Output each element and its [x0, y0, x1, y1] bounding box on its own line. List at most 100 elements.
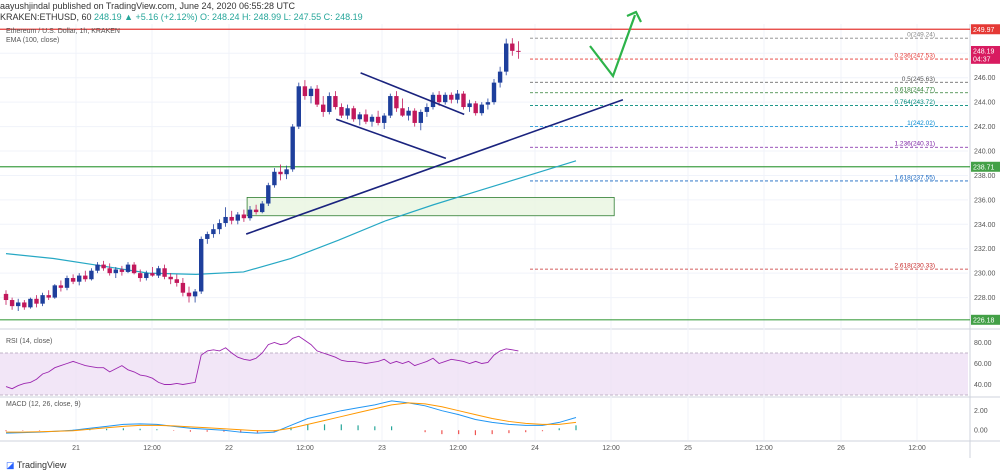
- candle-body: [156, 268, 161, 276]
- candle-body: [162, 268, 167, 277]
- candle-body: [388, 96, 393, 116]
- time-tick-label: 23: [378, 445, 386, 452]
- candle-body: [70, 278, 76, 282]
- candle-body: [296, 86, 301, 127]
- price-tick-label: 228.00: [974, 295, 996, 302]
- tradingview-logo[interactable]: ◪ TradingView: [6, 460, 66, 471]
- price-tick-label: 238.00: [974, 173, 996, 180]
- price-axis-badge-label: 04:37: [973, 56, 991, 63]
- candle-body: [473, 103, 478, 114]
- candle-body: [406, 110, 411, 116]
- candle-body: [235, 214, 240, 221]
- fib-level-label: 1(242.02): [907, 120, 935, 127]
- fib-level-label: 0.618(244.77): [895, 86, 935, 93]
- price-axis-badge-label: 238.71: [973, 164, 995, 171]
- candle-body: [400, 108, 405, 116]
- candle-body: [430, 94, 436, 108]
- candle-body: [327, 96, 332, 112]
- candle-body: [205, 234, 210, 239]
- macd-tick-label: 0.00: [974, 428, 988, 435]
- candle-body: [345, 108, 350, 116]
- candle-body: [211, 229, 216, 235]
- price-tick-label: 242.00: [974, 124, 996, 131]
- candle-body: [199, 238, 204, 292]
- candle-body: [449, 94, 454, 100]
- price-tick-label: 240.00: [974, 149, 996, 156]
- candle-body: [46, 295, 51, 298]
- publisher-line: aayushjindal published on TradingView.co…: [0, 1, 296, 11]
- candle-body: [168, 276, 173, 280]
- candles-group: [3, 38, 521, 312]
- candle-body: [180, 282, 186, 293]
- support-zone: [246, 197, 615, 217]
- time-tick-label: 26: [837, 445, 845, 452]
- price-tick-label: 230.00: [974, 271, 996, 278]
- fib-level-label: 0(249.24): [907, 32, 935, 39]
- candle-body: [192, 291, 198, 297]
- ohlc-values: 248.19 ▲ +5.16 (+2.12%) O: 248.24 H: 248…: [94, 12, 363, 22]
- price-axis-badge: [971, 53, 1000, 64]
- candle-body: [150, 273, 155, 276]
- price-axis-badge: [971, 161, 1000, 172]
- candle-body: [174, 279, 179, 283]
- rsi-tick-label: 80.00: [974, 340, 992, 347]
- candle-body: [418, 111, 423, 123]
- candle-body: [467, 103, 472, 108]
- projection-arrowhead: [626, 10, 642, 23]
- candle-body: [314, 88, 320, 105]
- candle-body: [412, 110, 417, 123]
- candle-body: [504, 43, 509, 72]
- brand-label: TradingView: [16, 460, 67, 470]
- candle-body: [278, 171, 283, 175]
- ema-line: [5, 160, 577, 275]
- candle-body: [52, 285, 57, 298]
- candle-body: [241, 214, 247, 219]
- candle-body: [266, 185, 271, 204]
- candle-body: [131, 264, 137, 274]
- support-trendline: [245, 98, 624, 235]
- candle-body: [186, 292, 192, 297]
- time-tick-label: 12:00: [296, 445, 314, 452]
- candle-body: [113, 269, 118, 274]
- price-tick-label: 244.00: [974, 100, 996, 107]
- candle-body: [308, 88, 314, 97]
- rsi-line: [5, 335, 519, 390]
- candle-body: [290, 126, 295, 170]
- candle-body: [253, 209, 259, 213]
- footer: ◪ TradingView: [0, 458, 1000, 474]
- chart-area[interactable]: 21 12:00 22 12:00 23 12:00 24 12:00 25 12:00 26 12:…: [0, 0, 1000, 458]
- candle-body: [516, 50, 521, 52]
- time-tick-label: 12:00: [755, 445, 773, 452]
- fib-level-label: 0.764(243.72): [895, 99, 935, 106]
- candle-body: [363, 114, 369, 122]
- tradingview-icon: ◪: [6, 460, 15, 470]
- price-axis-badge: [971, 45, 1000, 56]
- fib-level-label: 0.236(247.53): [895, 53, 935, 60]
- candle-body: [22, 302, 27, 308]
- candle-body: [95, 264, 100, 271]
- candle-body: [382, 115, 387, 123]
- rsi-tick-label: 40.00: [974, 382, 992, 389]
- fib-level-label: 1.618(237.55): [895, 174, 935, 181]
- candle-body: [485, 102, 491, 105]
- candle-body: [89, 270, 94, 280]
- candle-body: [138, 273, 143, 279]
- price-axis-badge-label: 226.18: [973, 317, 995, 324]
- fib-level-label: 0.5(245.63): [902, 76, 935, 83]
- candle-body: [436, 94, 442, 103]
- candle-body: [3, 293, 9, 301]
- candle-body: [34, 298, 39, 304]
- symbol[interactable]: KRAKEN:ETHUSD, 60: [0, 12, 92, 22]
- candle-body: [321, 104, 326, 112]
- candle-body: [491, 82, 497, 103]
- candle-body: [394, 96, 399, 109]
- candle-body: [58, 285, 64, 288]
- candle-body: [223, 216, 228, 224]
- fib-level-label: 1.236(240.31): [895, 141, 935, 148]
- price-axis-badge-label: 248.19: [973, 48, 995, 55]
- candle-body: [479, 104, 484, 114]
- macd-label: MACD (12, 26, close, 9): [6, 401, 81, 408]
- flag-bottom-line: [335, 118, 447, 160]
- projection-arrow-line: [589, 14, 637, 79]
- candle-body: [333, 96, 338, 108]
